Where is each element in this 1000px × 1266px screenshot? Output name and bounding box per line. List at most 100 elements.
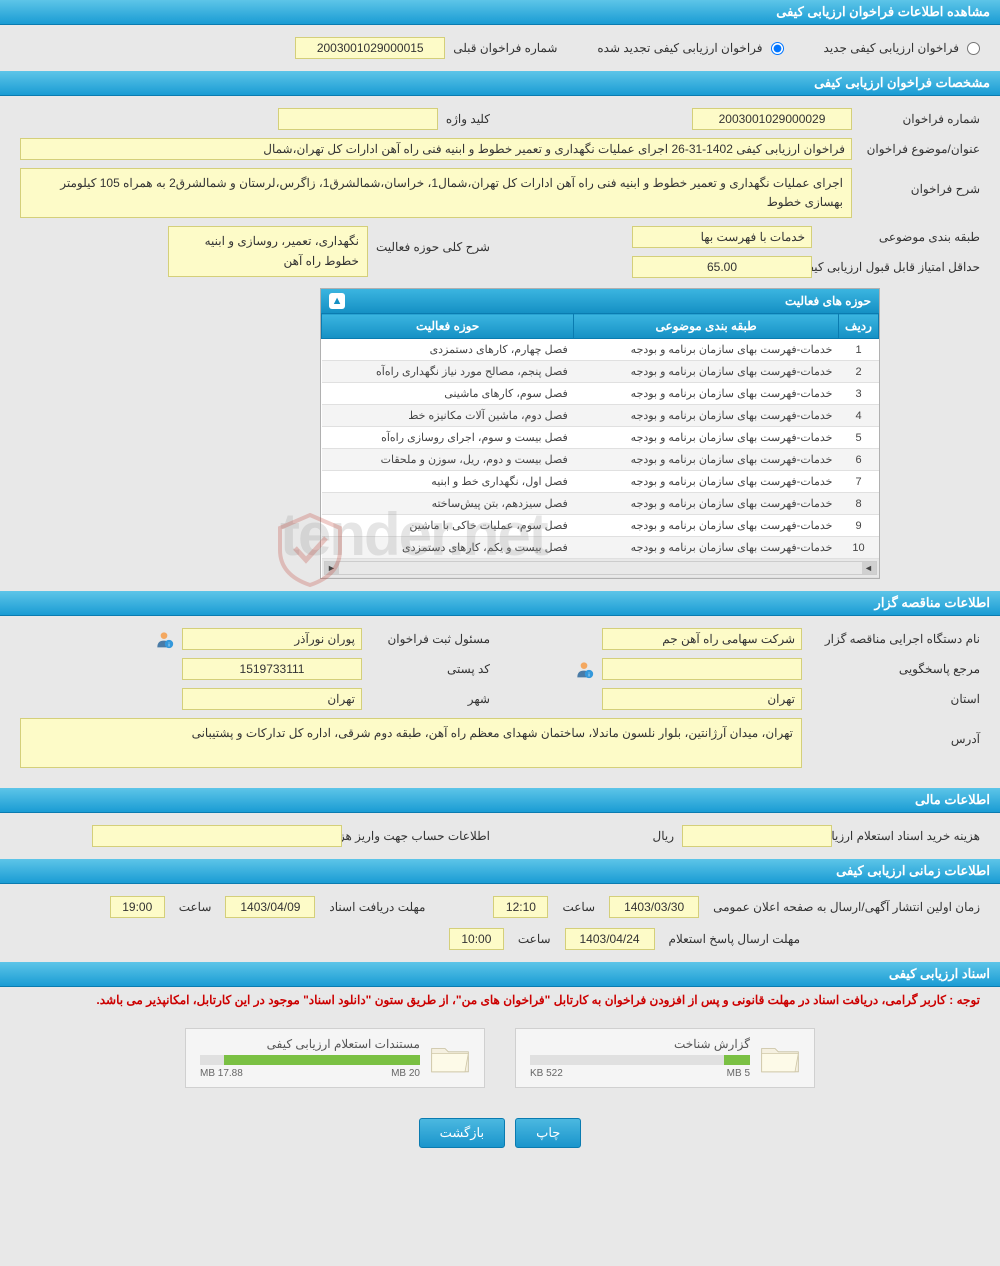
title-label: عنوان/موضوع فراخوان <box>860 142 980 156</box>
currency-label: ریال <box>652 829 674 843</box>
doc-deadline-time-label: ساعت <box>179 900 212 914</box>
first-pub-time-label: ساعت <box>562 900 595 914</box>
doc-cost-label: هزینه خرید اسناد استعلام ارزیابی کیفی <box>840 829 980 843</box>
responder-label: مرجع پاسخگویی <box>810 662 980 676</box>
doc-deadline-date: 1403/04/09 <box>225 896 315 918</box>
keyword-label: کلید واژه <box>446 112 490 126</box>
min-score-label: حداقل امتیاز قابل قبول ارزیابی کیفی <box>820 260 980 274</box>
doc-item[interactable]: گزارش شناخت 5 MB 522 KB <box>515 1028 815 1088</box>
page-title-header: مشاهده اطلاعات فراخوان ارزیابی کیفی <box>0 0 1000 25</box>
table-row: 9خدمات-فهرست بهای سازمان برنامه و بودجهف… <box>322 515 879 537</box>
svg-text:i: i <box>168 643 169 649</box>
print-button[interactable]: چاپ <box>515 1118 581 1148</box>
title-value: فراخوان ارزیابی کیفی 1402-31-26 اجرای عم… <box>20 138 852 160</box>
doc-deadline-time: 19:00 <box>110 896 165 918</box>
category-label: طبقه بندی موضوعی <box>820 230 980 244</box>
first-pub-label: زمان اولین انتشار آگهی/ارسال به صفحه اعل… <box>713 900 980 914</box>
doc2-progress <box>200 1055 420 1065</box>
activities-panel: حوزه های فعالیت ▲ ردیف طبقه بندی موضوعی … <box>320 288 880 579</box>
doc2-max: 20 MB <box>391 1068 420 1079</box>
city-value: تهران <box>182 688 362 710</box>
first-pub-date: 1403/03/30 <box>609 896 699 918</box>
horizontal-scrollbar[interactable]: ◄ ► <box>324 561 877 575</box>
table-row: 3خدمات-فهرست بهای سازمان برنامه و بودجهف… <box>322 383 879 405</box>
notice-text: توجه : کاربر گرامی، دریافت اسناد در مهلت… <box>0 987 1000 1013</box>
back-button[interactable]: بازگشت <box>419 1118 505 1148</box>
docs-row: گزارش شناخت 5 MB 522 KB مستندات استعلام … <box>0 1013 1000 1103</box>
activity-scope-label: شرح کلی حوزه فعالیت <box>376 226 490 254</box>
timing-body: زمان اولین انتشار آگهی/ارسال به صفحه اعل… <box>0 884 1000 962</box>
table-row: 8خدمات-فهرست بهای سازمان برنامه و بودجهف… <box>322 493 879 515</box>
radio-new-call[interactable] <box>967 42 980 55</box>
registrar-value: پوران نورآذر <box>182 628 362 650</box>
collapse-icon[interactable]: ▲ <box>329 293 345 309</box>
table-row: 4خدمات-فهرست بهای سازمان برنامه و بودجهف… <box>322 405 879 427</box>
folder-icon <box>430 1041 470 1076</box>
finance-header: اطلاعات مالی <box>0 788 1000 813</box>
min-score-value: 65.00 <box>632 256 812 278</box>
svg-text:i: i <box>588 673 589 679</box>
prev-number-value: 2003001029000015 <box>295 37 445 59</box>
desc-label: شرح فراخوان <box>860 168 980 196</box>
account-value <box>92 825 342 847</box>
province-label: استان <box>810 692 980 706</box>
doc1-title: گزارش شناخت <box>530 1037 750 1051</box>
activities-title: حوزه های فعالیت <box>785 294 871 308</box>
city-label: شهر <box>370 692 490 706</box>
exec-org-value: شرکت سهامی راه آهن جم <box>602 628 802 650</box>
doc-item[interactable]: مستندات استعلام ارزیابی کیفی 20 MB 17.88… <box>185 1028 485 1088</box>
radio-renewed-call[interactable] <box>771 42 784 55</box>
activities-table: ردیف طبقه بندی موضوعی حوزه فعالیت 1خدمات… <box>321 313 879 578</box>
doc1-max: 5 MB <box>727 1068 750 1079</box>
category-value: خدمات با فهرست بها <box>632 226 812 248</box>
folder-icon <box>760 1041 800 1076</box>
doc2-title: مستندات استعلام ارزیابی کیفی <box>200 1037 420 1051</box>
account-label: اطلاعات حساب جهت واریز هزینه خرید اسناد <box>350 829 490 843</box>
org-body: نام دستگاه اجرایی مناقصه گزار شرکت سهامی… <box>0 616 1000 788</box>
reply-deadline-label: مهلت ارسال پاسخ استعلام <box>669 932 800 946</box>
exec-org-label: نام دستگاه اجرایی مناقصه گزار <box>810 632 980 646</box>
table-row: 6خدمات-فهرست بهای سازمان برنامه و بودجهف… <box>322 449 879 471</box>
desc-value: اجرای عملیات نگهداری و تعمیر خطوط و ابنی… <box>20 168 852 218</box>
keyword-value <box>278 108 438 130</box>
doc2-size: 17.88 MB <box>200 1068 243 1079</box>
radio-new-label: فراخوان ارزیابی کیفی جدید <box>824 41 959 55</box>
finance-body: هزینه خرید اسناد استعلام ارزیابی کیفی ری… <box>0 813 1000 859</box>
col-category: طبقه بندی موضوعی <box>574 314 839 339</box>
doc-cost-value <box>682 825 832 847</box>
address-value: تهران، میدان آرژانتین، بلوار نلسون ماندل… <box>20 718 802 768</box>
col-activity: حوزه فعالیت <box>322 314 574 339</box>
table-row: 5خدمات-فهرست بهای سازمان برنامه و بودجهف… <box>322 427 879 449</box>
doc1-progress <box>530 1055 750 1065</box>
reply-deadline-date: 1403/04/24 <box>565 928 655 950</box>
table-row: 2خدمات-فهرست بهای سازمان برنامه و بودجهف… <box>322 361 879 383</box>
activity-scope-value: نگهداری، تعمیر، روسازی و ابنیه خطوط راه … <box>168 226 368 276</box>
registrar-label: مسئول ثبت فراخوان <box>370 632 490 646</box>
table-row: 10خدمات-فهرست بهای سازمان برنامه و بودجه… <box>322 537 879 559</box>
spec-header: مشخصات فراخوان ارزیابی کیفی <box>0 71 1000 96</box>
first-pub-time: 12:10 <box>493 896 548 918</box>
table-row: 7خدمات-فهرست بهای سازمان برنامه و بودجهف… <box>322 471 879 493</box>
table-row: 1خدمات-فهرست بهای سازمان برنامه و بودجهف… <box>322 339 879 361</box>
postal-label: کد پستی <box>370 662 490 676</box>
reply-deadline-time-label: ساعت <box>518 932 551 946</box>
radio-renewed-label: فراخوان ارزیابی کیفی تجدید شده <box>597 41 762 55</box>
doc1-size: 522 KB <box>530 1068 563 1079</box>
call-number-value: 2003001029000029 <box>692 108 852 130</box>
call-number-label: شماره فراخوان <box>860 112 980 126</box>
person-icon: i <box>574 659 594 679</box>
reply-deadline-time: 10:00 <box>449 928 504 950</box>
person-icon: i <box>154 629 174 649</box>
col-row: ردیف <box>839 314 879 339</box>
province-value: تهران <box>602 688 802 710</box>
top-options-body: فراخوان ارزیابی کیفی جدید فراخوان ارزیاب… <box>0 25 1000 71</box>
prev-number-label: شماره فراخوان قبلی <box>453 41 557 55</box>
address-label: آدرس <box>810 718 980 746</box>
postal-value: 1519733111 <box>182 658 362 680</box>
spec-body: شماره فراخوان 2003001029000029 کلید واژه… <box>0 96 1000 591</box>
responder-value <box>602 658 802 680</box>
docs-header: اسناد ارزیابی کیفی <box>0 962 1000 987</box>
org-header: اطلاعات مناقصه گزار <box>0 591 1000 616</box>
doc-deadline-label: مهلت دریافت اسناد <box>329 900 425 914</box>
timing-header: اطلاعات زمانی ارزیابی کیفی <box>0 859 1000 884</box>
